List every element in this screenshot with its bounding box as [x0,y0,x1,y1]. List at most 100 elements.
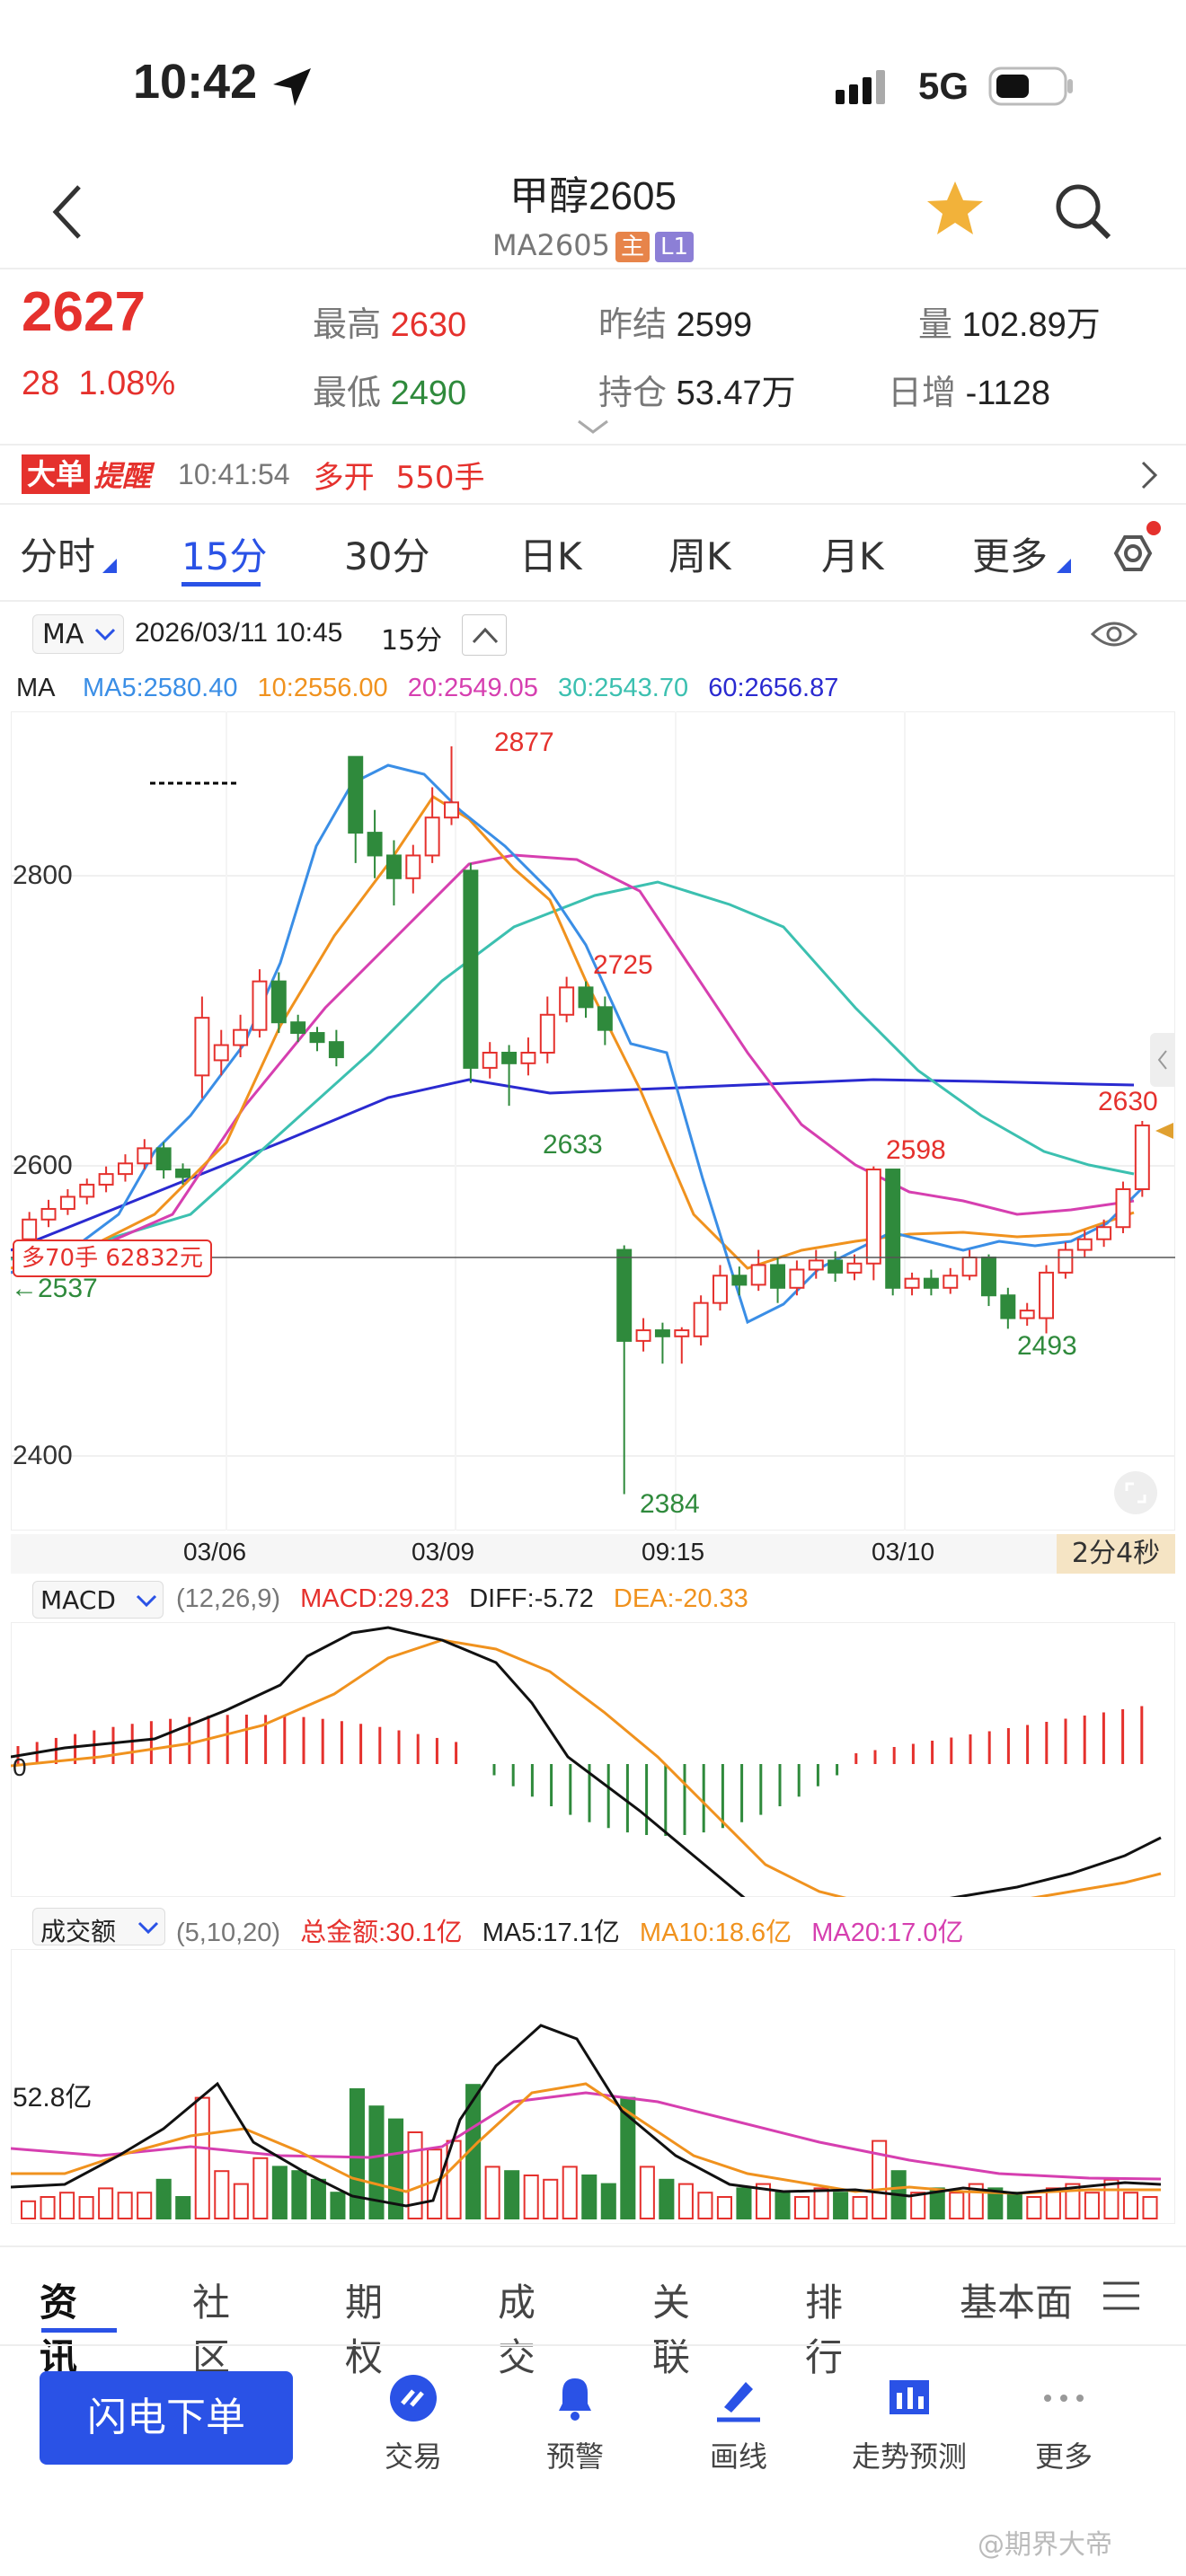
tab-options[interactable]: 期权 [345,2280,384,2379]
turnover-bar [233,2183,249,2220]
candle-body [1058,1248,1074,1274]
candle-body [1000,1294,1016,1319]
period-tabs: 分时 15分 30分 日K 周K 月K 更多 [0,521,1186,593]
candle-body [1096,1226,1112,1240]
tab-more[interactable]: 更多 [972,534,1049,578]
candle-body [290,1021,306,1035]
candle-body [424,816,440,857]
tab-dropdown-indicator-icon [102,559,117,573]
turnover-bar [387,2118,404,2220]
flash-order-button[interactable]: 闪电下单 [40,2371,293,2465]
collapse-toolbar-button[interactable] [462,614,507,656]
macd-chart[interactable] [11,1622,1175,1897]
candle-body [539,1013,555,1054]
candle-body [463,869,479,1069]
bell-icon [559,2378,591,2421]
tab-fundamentals[interactable]: 基本面 [960,2280,1073,2325]
kline-chart[interactable] [11,711,1175,1531]
bar-countdown: 2分4秒 [1057,1534,1175,1574]
turnover-bar [774,2192,791,2220]
turnover-bar [194,2096,210,2219]
position-label[interactable]: 多70手 62832元 [13,1239,213,1277]
tab-related[interactable]: 关联 [652,2280,691,2379]
menu-icon[interactable] [1102,2280,1141,2312]
candle-body [348,755,364,834]
price-change: 28 1.08% [22,365,175,403]
candle-body [808,1259,824,1271]
tab-community[interactable]: 社区 [192,2280,231,2379]
indicator-selector[interactable]: MA [32,614,124,654]
tab-intraday[interactable]: 分时 [20,534,96,578]
expand-chevron-icon[interactable] [577,419,609,435]
turnover-bar [21,2200,37,2219]
chevron-left-icon [1157,1050,1167,1070]
candle-body [1076,1238,1093,1251]
nav-draw[interactable]: 画线 [667,2371,810,2475]
candle-body [328,1041,344,1059]
open-interest-label: 持仓 [598,375,668,412]
chart-settings-icon[interactable] [1100,521,1163,584]
macd-selector[interactable]: MACD [32,1581,164,1619]
mark-2493: 2493 [1017,1331,1077,1361]
alert-badge-big-order: 大单 [22,454,91,494]
candle-body [961,1257,978,1277]
turnover-bar [543,2178,559,2219]
eye-icon[interactable] [1091,618,1137,650]
big-order-alert[interactable]: 大单 提醒 10:41:54 多开 550手 [22,454,485,496]
macd-name: MACD [40,1585,116,1615]
tab-ranking[interactable]: 排行 [805,2280,844,2379]
tab-daily[interactable]: 日K [519,534,582,578]
turnover-chart[interactable] [11,1949,1175,2224]
back-icon[interactable] [50,183,86,241]
candle-body [117,1162,133,1176]
candle-body [750,1264,766,1286]
macd-value: MACD:29.23 [300,1584,450,1613]
turnover-bar [716,2196,732,2219]
side-panel-handle[interactable] [1150,1033,1175,1087]
candle-body [233,1028,249,1046]
favorite-star-icon[interactable] [925,180,985,237]
candle-body [444,801,459,819]
alert-chevron-icon[interactable] [1139,460,1159,490]
turnover-ma20: MA20:17.0亿 [811,1919,964,1947]
forecast-icon [890,2380,929,2414]
candle-body [789,1268,805,1289]
tab-weekly[interactable]: 周K [668,534,731,578]
turnover-ma5-line [11,2024,1162,2208]
mark-low: 2384 [640,1489,700,1519]
contract-code: MA2605 主 L1 [0,228,1186,262]
nav-alert-label: 预警 [545,2439,604,2474]
macd-zero-label: 0 [13,1753,27,1781]
tab-monthly[interactable]: 月K [821,534,884,578]
candle-body [885,1169,901,1289]
nav-alert[interactable]: 预警 [503,2371,647,2475]
ma5-line [11,763,1145,1325]
tab-15min[interactable]: 15分 [181,534,268,578]
nav-more-label: 更多 [1034,2439,1093,2474]
candle-body [1134,1125,1150,1191]
mark-2633: 2633 [543,1130,603,1160]
turnover-total: 总金额:30.1亿 [300,1919,463,1947]
candle-body [213,1044,229,1062]
candle-body [367,832,383,857]
nav-more[interactable]: 更多 [992,2371,1136,2475]
tab-trades[interactable]: 成交 [498,2280,536,2379]
turnover-ma20-line [11,2091,1162,2181]
turnover-bar [291,2170,307,2219]
ma10-value: 10:2556.00 [257,674,388,702]
turnover-selector[interactable]: 成交额 [32,1908,165,1946]
tab-30min[interactable]: 30分 [344,534,430,578]
alert-badge-remind: 提醒 [93,459,152,493]
nav-trade[interactable]: 交易 [341,2371,485,2475]
tab-news[interactable]: 资讯 [40,2280,78,2379]
ma5-value: MA5:2580.40 [82,674,238,702]
high-value: 2630 [390,306,467,344]
turnover-bar [910,2192,926,2220]
search-icon[interactable] [1053,181,1112,241]
fullscreen-icon[interactable] [1112,1469,1159,1516]
diff-line [11,1626,1162,1897]
candle-body [270,980,287,1024]
candle-body [923,1277,939,1289]
nav-forecast[interactable]: 走势预测 [828,2371,990,2475]
status-time: 10:42 [133,55,258,109]
